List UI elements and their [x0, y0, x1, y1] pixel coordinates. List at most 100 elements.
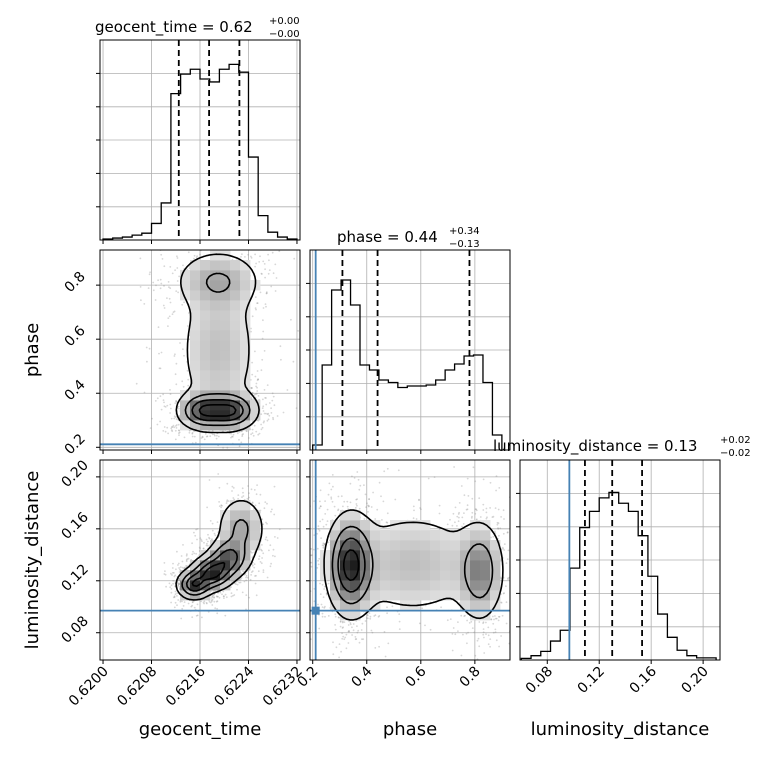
density-ld-phase-sample-point [467, 631, 469, 634]
density-phase-geocent-sample-point [174, 373, 177, 376]
density-ld-phase-sample-point [464, 614, 466, 617]
density-phase-geocent-density-bin [180, 390, 191, 401]
density-ld-geocent-sample-point [221, 504, 223, 507]
density-phase-geocent-sample-point [182, 264, 184, 267]
density-ld-geocent-sample-point [255, 574, 257, 577]
density-ld-phase-sample-point [319, 500, 321, 503]
density-ld-geocent-sample-point [211, 595, 214, 598]
density-phase-geocent-sample-point [263, 412, 266, 415]
density-ld-phase-sample-point [358, 641, 361, 644]
density-ld-phase-sample-point [318, 529, 321, 532]
density-ld-geocent-sample-point [211, 522, 214, 525]
density-phase-geocent-sample-point [172, 424, 175, 427]
density-phase-geocent-sample-point [268, 269, 271, 271]
density-ld-geocent-sample-point [203, 541, 205, 544]
density-phase-geocent-sample-point [247, 253, 250, 256]
density-phase-geocent-sample-point [260, 413, 263, 416]
density-phase-geocent-sample-point [253, 424, 256, 427]
density-ld-geocent-density-bin [220, 550, 231, 561]
density-phase-geocent-sample-point [186, 325, 189, 327]
density-phase-geocent-density-bin [240, 410, 251, 421]
density-phase-geocent-sample-point [293, 257, 296, 260]
density-ld-geocent-contour-2 [181, 519, 249, 596]
density-phase-geocent-density-bin [230, 360, 241, 371]
density-ld-geocent-sample-point [213, 532, 216, 535]
density-phase-geocent-density-bin [190, 340, 201, 351]
density-ld-geocent-sample-point [266, 502, 268, 505]
density-phase-geocent-sample-point [267, 412, 270, 415]
density-ld-phase-sample-point [378, 615, 381, 617]
density-ld-geocent-density-bin [180, 570, 191, 581]
density-phase-geocent-sample-point [252, 398, 255, 401]
density-ld-geocent-density-bin [210, 550, 221, 561]
density-phase-geocent-density-bin [200, 310, 211, 321]
density-phase-geocent-sample-point [175, 418, 178, 421]
density-phase-geocent-density-bin [210, 330, 221, 341]
density-ld-geocent-sample-point [192, 550, 194, 553]
density-phase-geocent-sample-point [170, 429, 173, 431]
density-ld-geocent-sample-point [242, 495, 245, 497]
density-phase-geocent-density-bin [240, 300, 251, 311]
density-phase-geocent-density-bin [180, 410, 191, 421]
density-ld-geocent-sample-point [276, 537, 279, 539]
density-ld-phase-sample-point [501, 546, 504, 549]
density-phase-geocent-sample-point [164, 406, 167, 408]
density-phase-geocent-density-bin [220, 280, 231, 291]
density-ld-geocent-sample-point [233, 594, 236, 596]
density-phase-geocent-sample-point [264, 276, 266, 279]
density-ld-geocent-sample-point [230, 595, 233, 598]
density-phase-geocent-sample-point [169, 403, 172, 406]
density-ld-phase-sample-point [323, 585, 326, 588]
density-ld-phase-sample-point [482, 478, 485, 481]
density-phase-geocent-sample-point [170, 407, 172, 410]
density-ld-geocent-sample-point [253, 566, 256, 569]
density-phase-geocent-sample-point [250, 396, 253, 398]
density-ld-geocent-sample-point [271, 508, 273, 511]
density-ld-geocent-sample-point [191, 542, 194, 545]
density-ld-phase-sample-point [319, 505, 322, 508]
density-phase-geocent-density-bin [210, 380, 221, 391]
density-ld-phase-sample-point [376, 508, 379, 511]
density-ld-geocent-sample-point [171, 571, 174, 574]
density-phase-geocent-sample-point [254, 375, 257, 378]
density-phase-geocent-density-bin [210, 410, 221, 421]
density-ld-phase-sample-point [418, 499, 420, 502]
density-phase-geocent-sample-point [295, 407, 298, 409]
density-phase-geocent-sample-point [254, 393, 257, 396]
density-ld-phase-sample-point [323, 607, 326, 609]
density-phase-geocent-sample-point [265, 412, 267, 415]
density-ld-geocent-density-bin [200, 550, 211, 561]
density-ld-phase-sample-point [356, 631, 359, 634]
density-phase-geocent-sample-point [236, 432, 239, 435]
density-ld-phase-sample-point [355, 620, 358, 622]
density-ld-phase-sample-point [324, 513, 327, 515]
density-ld-geocent-sample-point [242, 570, 244, 573]
density-phase-geocent-sample-point [178, 434, 180, 437]
density-phase-geocent-sample-point [169, 389, 171, 391]
density-phase-geocent-sample-point [250, 327, 252, 330]
density-phase-geocent-density-bin [230, 340, 241, 351]
density-ld-geocent-sample-point [262, 571, 265, 573]
density-phase-geocent-sample-point [183, 436, 186, 439]
density-phase-geocent-density-bin [210, 250, 221, 261]
density-ld-geocent-sample-point [250, 574, 253, 576]
density-ld-phase-sample-point [382, 500, 385, 503]
density-ld-geocent-sample-point [270, 562, 272, 565]
density-phase-geocent-density-bin [220, 300, 231, 311]
density-ld-geocent-density-bin [240, 530, 251, 541]
density-ld-phase-sample-point [505, 622, 508, 625]
density-ld-phase-sample-point [427, 477, 430, 480]
density-ld-phase-sample-point [319, 489, 322, 492]
density-phase-geocent-sample-point [261, 337, 264, 340]
density-phase-geocent-density-bin [180, 270, 191, 281]
density-phase-geocent-sample-point [163, 405, 166, 408]
density-phase-geocent-density-bin [210, 270, 221, 281]
density-phase-geocent-sample-point [265, 397, 267, 399]
density-phase-geocent-density-bin [220, 370, 231, 381]
density-phase-geocent-sample-point [230, 436, 232, 439]
density-phase-geocent-sample-point [267, 272, 270, 275]
density-ld-geocent-sample-point [200, 600, 203, 603]
density-ld-geocent-sample-point [265, 536, 268, 539]
density-ld-geocent-density-bin [220, 560, 231, 571]
density-ld-phase-sample-point [340, 650, 342, 653]
